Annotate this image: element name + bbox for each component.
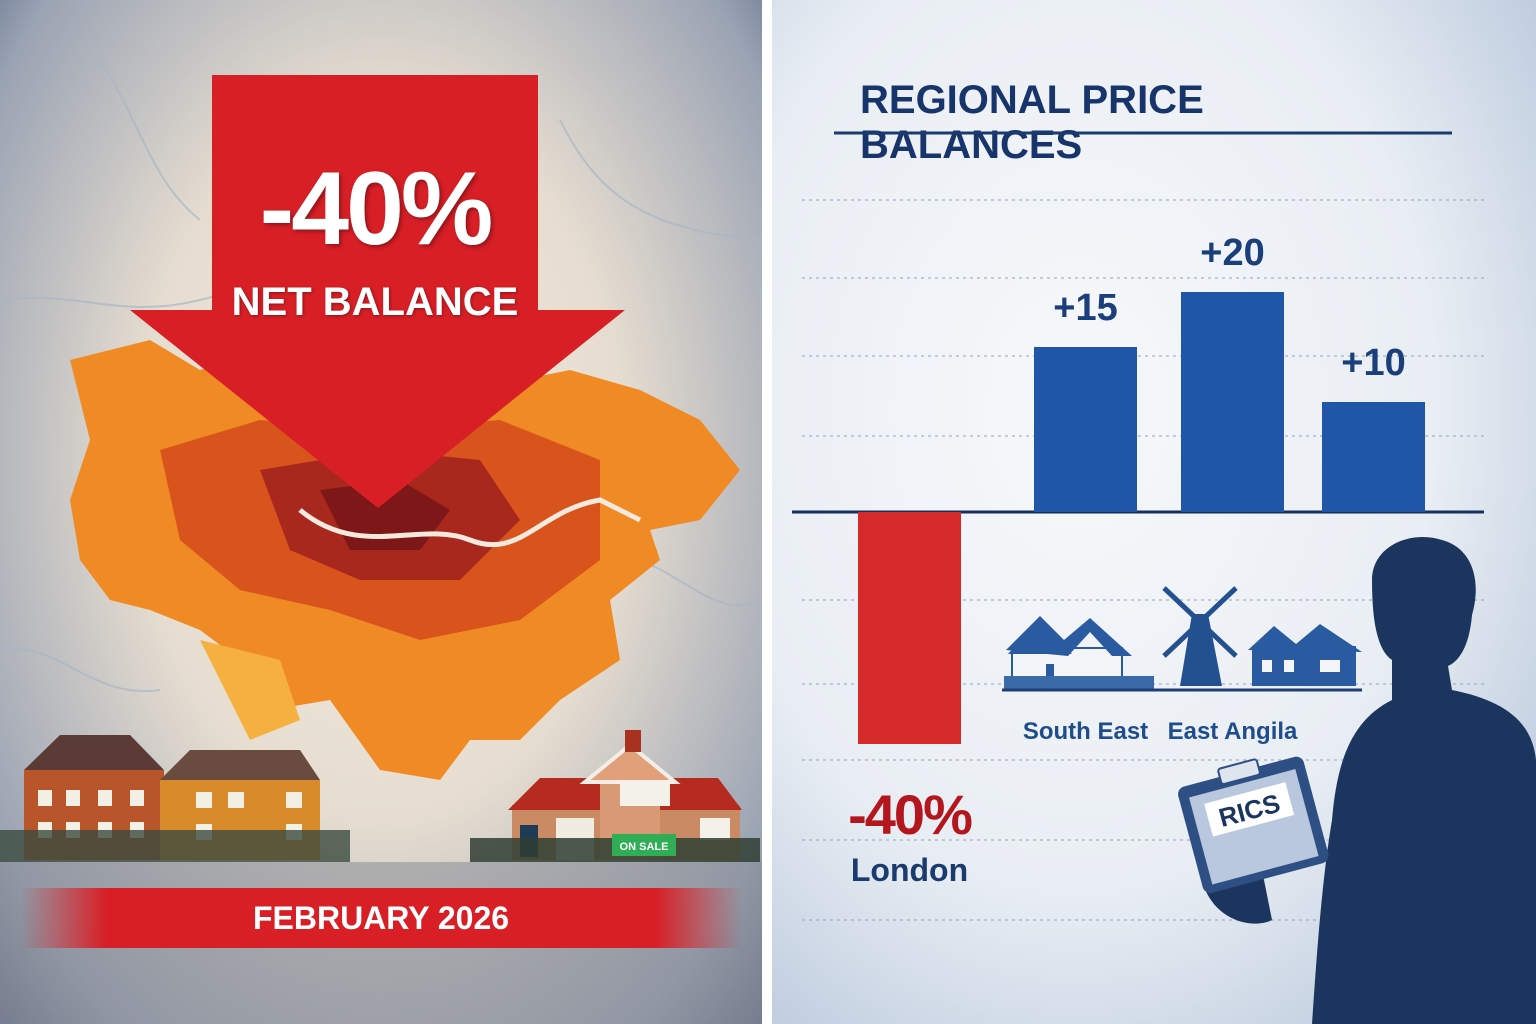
bar-value-label: -40%	[848, 783, 973, 846]
windmill-icon	[1162, 586, 1238, 686]
bar-east-angila	[1181, 292, 1284, 512]
bar-south-east	[1034, 347, 1137, 512]
left-illustration: ON SALE	[0, 59, 762, 1024]
category-label: South East	[1022, 718, 1149, 745]
left-panel: ON SALE -40% NET BALANCE FEBRUARY 2026	[0, 0, 762, 1024]
chart-title: REGIONAL PRICE BALANCES	[860, 78, 1204, 167]
bar-value-label: +10	[1341, 342, 1406, 384]
bar-unlabeled	[1322, 402, 1425, 512]
date-banner-text: FEBRUARY 2026	[252, 900, 510, 936]
category-label: London	[850, 852, 969, 888]
clipboard-icon: RICS	[1178, 756, 1329, 893]
for-sale-sign	[612, 834, 676, 856]
category-label: East Angila	[1167, 718, 1298, 745]
bar-value-label: +20	[1200, 232, 1265, 274]
bar-value-label: +15	[1053, 287, 1118, 329]
headline-label: NET BALANCE	[231, 280, 519, 324]
house-icon: ON SALE	[470, 730, 760, 862]
house-icon	[1248, 624, 1362, 686]
bar-london	[858, 512, 961, 744]
house-icon	[1004, 616, 1154, 690]
house-row-left	[0, 735, 350, 862]
sign-text: ON SALE	[620, 841, 669, 853]
headline-value: -40%	[259, 151, 494, 267]
bar-chart: RICS	[792, 131, 1536, 1024]
down-arrow-icon	[130, 75, 625, 508]
london-map-icon	[70, 340, 740, 780]
date-banner	[20, 888, 742, 948]
